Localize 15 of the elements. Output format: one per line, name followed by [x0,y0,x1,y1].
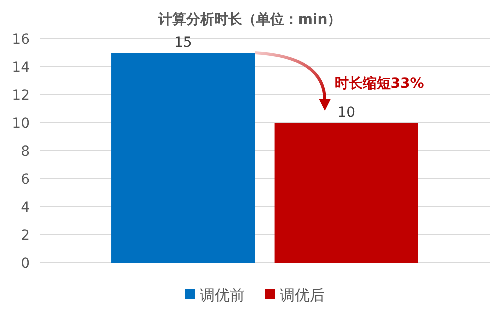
y-tick-label: 8 [21,144,30,160]
y-tick-label: 12 [12,88,30,104]
y-tick-label: 14 [12,60,30,76]
data-label: 10 [338,105,356,121]
y-tick-label: 16 [12,32,30,48]
annotation: 时长缩短33% [334,75,424,92]
legend-label: 调优前 [200,286,245,304]
y-tick-label: 0 [21,256,30,272]
legend-label: 调优后 [280,286,325,304]
y-tick-label: 10 [12,116,30,132]
data-label: 15 [174,35,192,51]
y-tick-label: 4 [21,200,30,216]
chart-title: 计算分析时长（单位：min） [157,12,342,28]
y-tick-label: 2 [21,228,30,244]
y-tick-label: 6 [21,172,30,188]
